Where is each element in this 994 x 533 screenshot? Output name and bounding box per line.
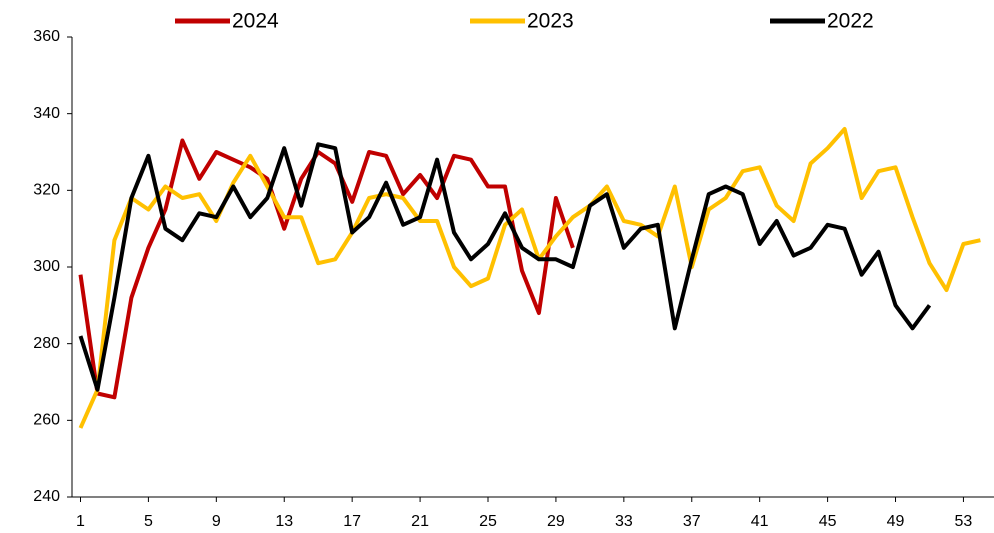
legend-label: 2023 xyxy=(527,10,574,33)
x-tick-label: 17 xyxy=(343,513,361,530)
x-tick-label: 5 xyxy=(144,513,153,530)
x-tick-label: 33 xyxy=(615,513,633,530)
x-tick-label: 45 xyxy=(819,513,837,530)
x-tick-label: 53 xyxy=(955,513,973,530)
x-tick-label: 41 xyxy=(751,513,769,530)
x-tick-label: 1 xyxy=(76,513,85,530)
y-tick-label: 240 xyxy=(33,488,60,505)
series-line xyxy=(78,127,981,429)
y-tick-label: 280 xyxy=(33,335,60,352)
x-tick-label: 49 xyxy=(887,513,905,530)
y-tick-label: 340 xyxy=(33,105,60,122)
x-tick-label: 37 xyxy=(683,513,701,530)
y-tick-label: 300 xyxy=(33,258,60,275)
series-line xyxy=(78,142,932,392)
x-tick-label: 29 xyxy=(547,513,565,530)
y-tick-label: 360 xyxy=(33,28,60,45)
x-tick-label: 21 xyxy=(411,513,429,530)
legend-label: 2024 xyxy=(232,10,279,33)
x-tick-label: 13 xyxy=(275,513,293,530)
y-tick-label: 320 xyxy=(33,182,60,199)
x-tick-label: 25 xyxy=(479,513,497,530)
legend-label: 2022 xyxy=(827,10,874,33)
y-tick-label: 260 xyxy=(33,412,60,429)
x-tick-label: 9 xyxy=(212,513,221,530)
